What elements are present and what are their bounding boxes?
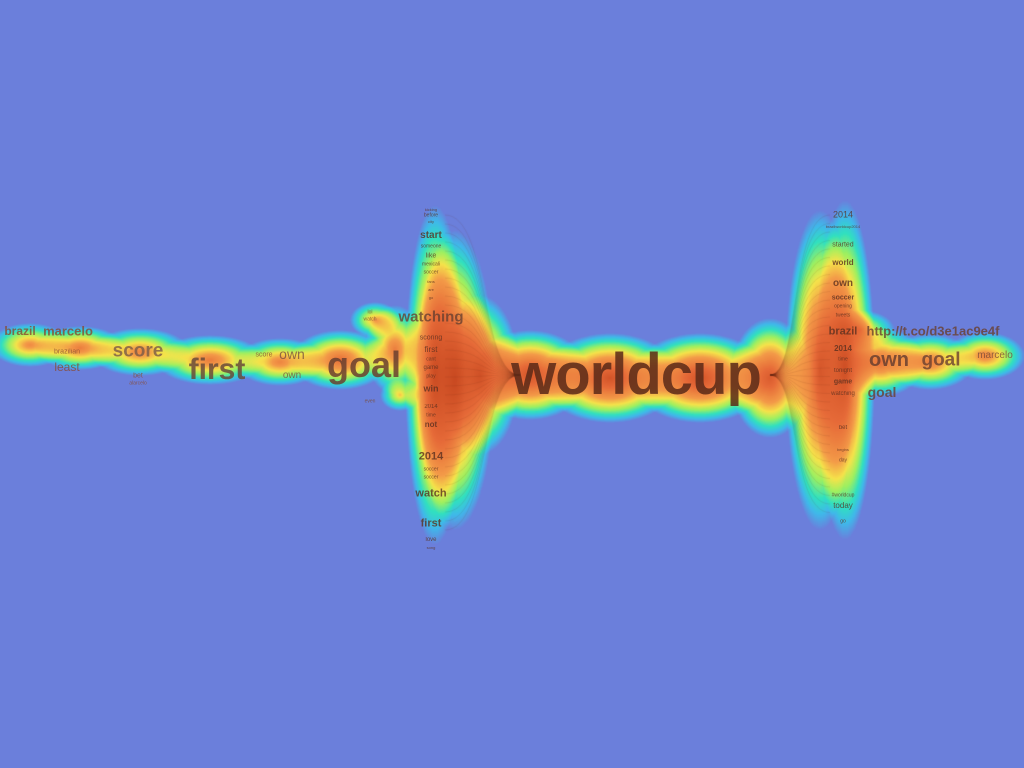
tree-word: marcelo xyxy=(977,350,1013,361)
tree-word: cant xyxy=(426,356,436,363)
tree-word: start xyxy=(420,230,442,241)
tree-word: watching xyxy=(831,391,855,397)
tree-word: go xyxy=(428,295,434,300)
tree-word: world xyxy=(832,258,854,267)
tree-word: not xyxy=(424,420,438,429)
tree-word: city xyxy=(428,219,434,224)
tree-word: love xyxy=(425,537,437,543)
tree-word: goal xyxy=(867,384,897,400)
tree-word: marcelo xyxy=(43,323,93,339)
tree-word: watching xyxy=(398,308,464,326)
tree-word: today xyxy=(833,501,853,510)
tree-word: soccer xyxy=(423,269,439,276)
tree-word: alarcelo xyxy=(129,380,147,387)
tree-word: goal xyxy=(326,344,402,385)
tree-word: mexicali xyxy=(421,261,441,268)
tree-word: own xyxy=(282,370,302,381)
tree-word: own xyxy=(279,346,305,362)
tree-word: watch xyxy=(363,316,377,323)
tree-word: win xyxy=(423,383,439,394)
tree-word: goal xyxy=(921,349,961,371)
tree-word: brazilworldcup2014 xyxy=(825,224,861,229)
tree-word: lol xyxy=(367,309,373,316)
tree-word: http://t.co/d3e1ac9e4f xyxy=(866,323,1000,339)
tree-word: 2014 xyxy=(832,209,854,220)
tree-word: kicking xyxy=(424,207,438,212)
tree-word: score xyxy=(255,351,273,359)
tree-word: first xyxy=(424,345,438,354)
tree-word: first xyxy=(420,517,442,530)
tree-word: brazil xyxy=(4,324,36,338)
tree-word: time xyxy=(838,356,848,363)
tree-word: opening xyxy=(834,303,852,310)
tree-word: someone xyxy=(420,243,442,250)
tree-word: game xyxy=(423,365,439,371)
tree-word: before xyxy=(423,212,439,219)
tree-word: brazil xyxy=(828,325,858,338)
tree-word: own xyxy=(833,278,853,289)
tree-word: play xyxy=(426,373,436,380)
tree-word: bet xyxy=(133,372,143,380)
tree-word: begins xyxy=(837,447,849,452)
tree-word: watch xyxy=(415,487,447,500)
tree-word: first xyxy=(188,353,246,386)
tree-word: even xyxy=(364,398,376,405)
tree-word: scoring xyxy=(419,334,443,342)
tree-word: soccer xyxy=(831,294,855,302)
tree-word: day xyxy=(838,457,848,464)
tree-word: bet xyxy=(838,425,848,431)
tree-word: soccer xyxy=(423,474,439,481)
tree-word: go xyxy=(840,518,846,525)
tree-word: fans xyxy=(427,279,435,284)
tree-word: 2014 xyxy=(424,404,438,410)
tree-word: game xyxy=(833,378,853,386)
tree-word: tweets xyxy=(835,312,851,319)
center-word: worldcup xyxy=(511,342,762,407)
tree-word: soccer xyxy=(423,466,439,473)
tree-word: #worldcup xyxy=(831,492,855,499)
tree-word: brazilian xyxy=(53,348,81,356)
tree-word: song xyxy=(426,545,436,550)
tree-word: started xyxy=(832,241,854,249)
tree-word: like xyxy=(425,252,437,260)
tree-word: least xyxy=(54,360,80,374)
tree-word: 2014 xyxy=(834,344,852,353)
tree-word: own xyxy=(869,349,909,371)
tree-word: are xyxy=(428,287,434,292)
tree-word: tonight xyxy=(833,368,853,374)
tree-word: score xyxy=(112,340,164,362)
tree-word: 2014 xyxy=(418,450,444,463)
tree-word: time xyxy=(426,412,436,419)
